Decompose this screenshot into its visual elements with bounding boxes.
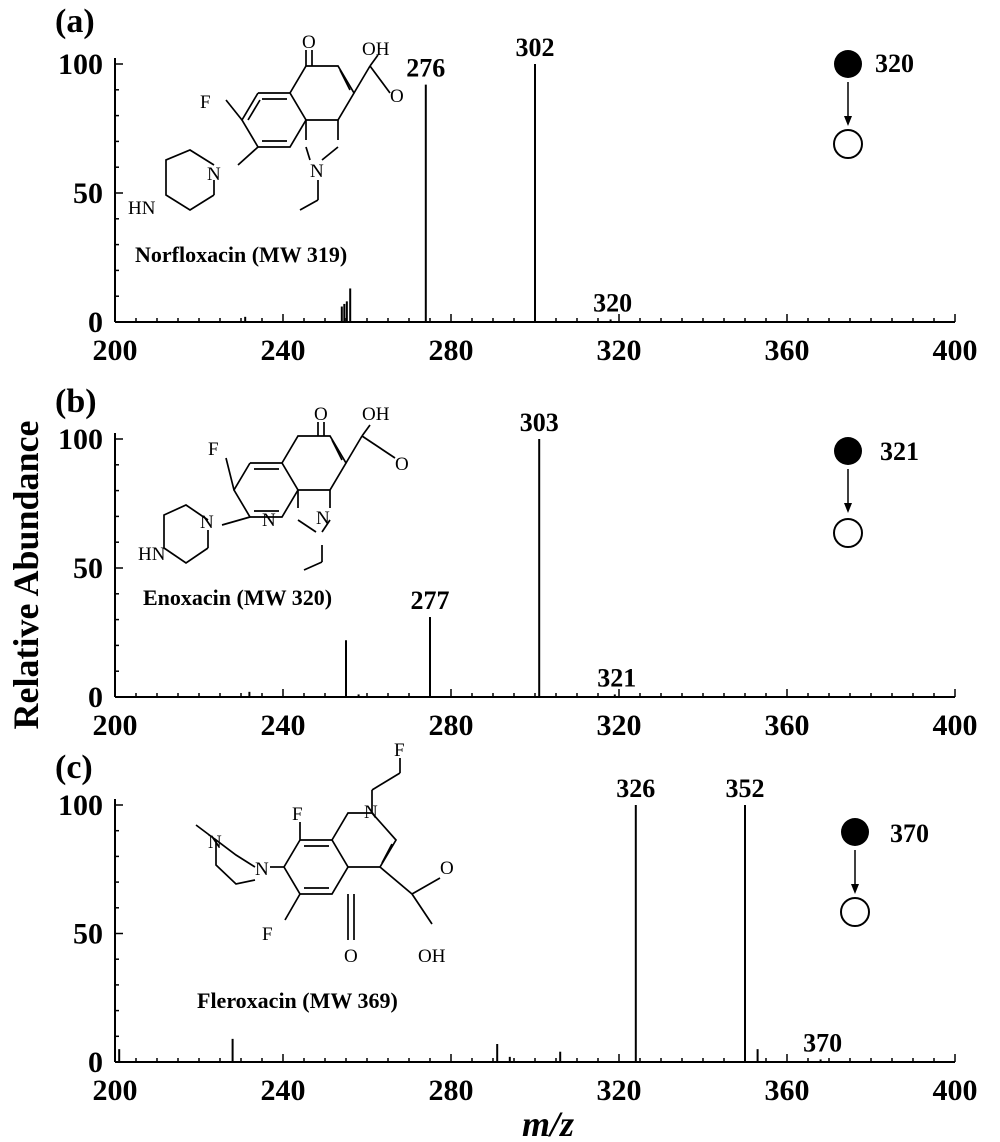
y-tick-label: 100 [58, 423, 103, 456]
x-tick-label: 320 [597, 1074, 642, 1107]
panel-a-peaks: 276 302 320 [244, 33, 632, 322]
panel-a-legend: 320 [833, 49, 914, 159]
panel-a-label: (a) [55, 3, 95, 40]
x-tick-label: 320 [597, 709, 642, 742]
panel-b-peaks: 277 303 321 [248, 408, 636, 697]
x-tick-label: 200 [93, 709, 138, 742]
enoxacin-structure: O OH O F N N N HN [138, 404, 409, 571]
compound-name-b: Enoxacin (MW 320) [143, 585, 332, 610]
atom-o: O [314, 404, 328, 425]
panel-b-legend: 321 [833, 437, 919, 548]
y-tick-label: 50 [73, 552, 103, 585]
atom-f: F [208, 439, 219, 460]
atom-oh: OH [362, 39, 390, 60]
y-tick-label: 0 [88, 681, 103, 714]
x-tick-label: 400 [933, 709, 978, 742]
product-open-circle [833, 518, 863, 548]
compound-name-a: Norfloxacin (MW 319) [135, 242, 347, 267]
atom-hn: HN [128, 198, 156, 219]
panel-c-axes: 200 240 280 320 360 400 0 50 100 [58, 789, 978, 1107]
atom-n2: N [207, 164, 221, 185]
x-tick-label: 240 [261, 1074, 306, 1107]
peak-label: 303 [520, 408, 559, 437]
peak-label: 370 [803, 1028, 842, 1057]
product-open-circle [840, 897, 870, 927]
x-tick-label: 360 [765, 1074, 810, 1107]
atom-n3: N [200, 512, 214, 533]
precursor-filled-circle [834, 50, 862, 78]
x-tick-label: 400 [933, 1074, 978, 1107]
panel-b-axes: 200 240 280 320 360 400 0 50 100 [58, 423, 978, 742]
panel-b-label: (b) [55, 383, 97, 420]
fleroxacin-structure: F N F F N N O O OH [195, 740, 454, 967]
atom-o2: O [395, 454, 409, 475]
precursor-label: 320 [875, 49, 914, 78]
atom-oh: OH [362, 404, 390, 425]
y-tick-label: 0 [88, 306, 103, 339]
y-tick-label: 0 [88, 1046, 103, 1079]
x-axis-title: m/z [522, 1104, 574, 1142]
x-tick-label: 320 [597, 334, 642, 367]
panel-c: (c) 200 240 280 320 360 400 0 50 100 326 352 370 3… [55, 740, 978, 1107]
atom-f-top: F [394, 740, 405, 761]
panel-b: (b) 200 240 280 320 360 400 0 50 100 277 303 321 3… [55, 383, 978, 742]
x-tick-label: 280 [429, 334, 474, 367]
compound-name-c: Fleroxacin (MW 369) [197, 988, 398, 1013]
atom-o2: O [440, 858, 454, 879]
peak-label: 326 [616, 774, 655, 803]
atom-f2: F [262, 924, 273, 945]
x-tick-label: 200 [93, 334, 138, 367]
x-tick-label: 400 [933, 334, 978, 367]
x-tick-label: 240 [261, 709, 306, 742]
x-tick-label: 280 [429, 709, 474, 742]
norfloxacin-structure: O OH O F N N HN [128, 32, 404, 219]
panel-c-legend: 370 [840, 818, 929, 927]
x-tick-label: 360 [765, 334, 810, 367]
atom-n-pip1: N [208, 832, 222, 853]
product-open-circle [833, 129, 863, 159]
y-axis-title: Relative Abundance [6, 420, 46, 729]
precursor-filled-circle [834, 437, 862, 465]
panel-a: (a) 200 240 280 320 360 400 0 50 100 276 302 320 3… [55, 3, 978, 367]
x-tick-label: 200 [93, 1074, 138, 1107]
peak-label: 277 [411, 586, 450, 615]
atom-oh: OH [418, 946, 446, 967]
x-tick-label: 240 [261, 334, 306, 367]
peak-label: 276 [406, 54, 445, 83]
legend-arrow-head [844, 116, 852, 126]
atom-o: O [344, 946, 358, 967]
atom-n-pip2: N [255, 859, 269, 880]
precursor-filled-circle [841, 818, 869, 846]
precursor-label: 321 [880, 437, 919, 466]
atom-n1: N [310, 161, 324, 182]
y-tick-label: 100 [58, 48, 103, 81]
atom-f1: F [292, 804, 303, 825]
atom-o2: O [390, 86, 404, 107]
atom-n1: N [262, 510, 276, 531]
peak-label: 352 [726, 774, 765, 803]
x-tick-label: 280 [429, 1074, 474, 1107]
y-tick-label: 50 [73, 177, 103, 210]
y-tick-label: 100 [58, 789, 103, 822]
y-tick-label: 50 [73, 918, 103, 951]
legend-arrow-head [844, 503, 852, 513]
atom-f: F [200, 92, 211, 113]
peak-label: 321 [597, 663, 636, 692]
atom-n-ring: N [364, 802, 378, 823]
panel-c-label: (c) [55, 749, 93, 786]
peak-label: 320 [593, 288, 632, 317]
x-tick-label: 360 [765, 709, 810, 742]
atom-n2: N [316, 508, 330, 529]
atom-hn: HN [138, 544, 166, 565]
precursor-label: 370 [890, 819, 929, 848]
panel-c-peaks: 326 352 370 [118, 774, 842, 1062]
atom-o: O [302, 32, 316, 53]
peak-label: 302 [516, 33, 555, 62]
panel-a-axes: 200 240 280 320 360 400 0 50 100 [58, 48, 978, 367]
legend-arrow-head [851, 884, 859, 894]
